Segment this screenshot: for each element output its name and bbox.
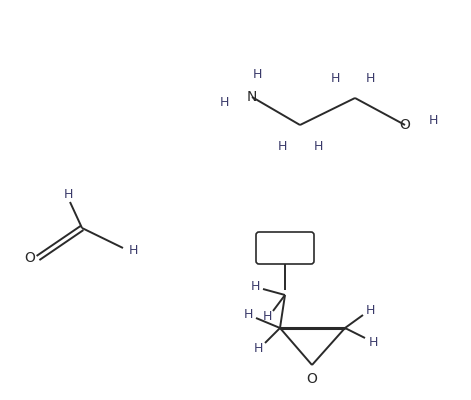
Text: O: O bbox=[399, 118, 410, 132]
Text: H: H bbox=[262, 310, 272, 324]
FancyBboxPatch shape bbox=[256, 232, 314, 264]
Text: H: H bbox=[330, 72, 340, 84]
Text: H: H bbox=[313, 140, 323, 154]
Text: H: H bbox=[252, 68, 262, 82]
Text: H: H bbox=[428, 114, 438, 126]
Text: O: O bbox=[24, 251, 35, 265]
Text: H: H bbox=[277, 140, 287, 154]
Text: H: H bbox=[365, 304, 375, 316]
Text: H: H bbox=[253, 342, 263, 354]
Text: O: O bbox=[307, 372, 317, 386]
Text: H: H bbox=[368, 336, 378, 350]
Text: Abs: Abs bbox=[272, 241, 298, 255]
Text: H: H bbox=[219, 96, 229, 108]
Text: H: H bbox=[63, 188, 73, 200]
Text: H: H bbox=[244, 308, 252, 320]
Text: N: N bbox=[247, 90, 257, 104]
Text: H: H bbox=[128, 244, 138, 256]
Text: H: H bbox=[250, 280, 260, 294]
Text: H: H bbox=[365, 72, 375, 84]
